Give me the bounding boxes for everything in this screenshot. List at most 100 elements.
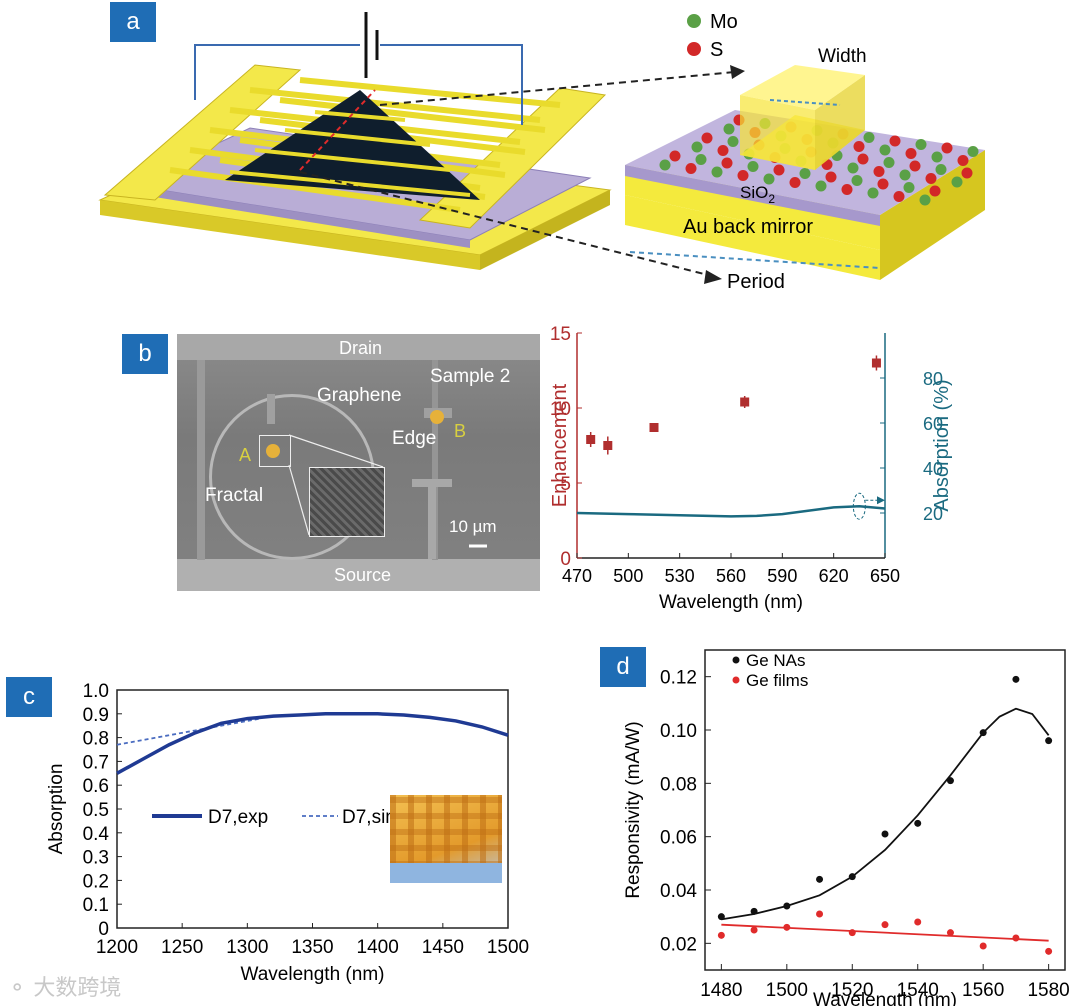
panel-a-illustration: Mo S Width SiO2 Au back mirror Period	[98, 11, 985, 293]
fit-line	[721, 707, 1050, 921]
panel-b-tag: b	[122, 334, 168, 374]
y-tick-label: 0	[98, 919, 109, 940]
atom	[717, 145, 729, 156]
edge-label: Edge	[392, 428, 436, 449]
ge-films-point	[979, 942, 987, 950]
y2-tick-label: 80	[923, 369, 943, 389]
atom	[909, 160, 921, 172]
atom	[815, 180, 827, 192]
y-tick-label: 0.8	[83, 729, 109, 750]
atom	[847, 162, 859, 174]
sem-image: Drain Graphene Sample 2 Edge A B Fractal…	[177, 334, 540, 591]
y2-tick-label: 40	[923, 459, 943, 479]
legend-sim-label: D7,sim	[342, 807, 401, 828]
chart-b: 470 500 530 560 590 620 650 0 5 10 15 20 40 60 80 Wavel…	[549, 324, 953, 613]
atom	[961, 167, 973, 179]
width-label: Width	[818, 46, 867, 67]
point-b-label: B	[454, 421, 466, 441]
atom	[889, 135, 901, 147]
x-axis-label: Wavelength (nm)	[241, 964, 385, 985]
y-tick-label: 0.08	[660, 774, 697, 795]
atom	[905, 148, 917, 159]
legend-films-marker	[732, 676, 740, 684]
legend-s-label: S	[710, 39, 723, 61]
x-tick-label: 1500	[487, 937, 529, 958]
scale-label: 10 µm	[449, 517, 497, 536]
ge-nas-point	[979, 729, 987, 737]
sio2-label: SiO2	[740, 183, 775, 206]
watermark: ⚬ 大数跨境	[8, 976, 122, 1001]
arrow-bottom-icon	[704, 270, 722, 284]
atom	[915, 139, 927, 150]
atom	[857, 153, 869, 165]
atom	[711, 166, 723, 178]
atom	[935, 164, 947, 175]
mos2-flake	[225, 90, 480, 200]
x-tick-label: 1520	[831, 980, 873, 1001]
ge-films-point	[1045, 947, 1053, 955]
source-label: Source	[334, 565, 391, 585]
zoom-box-small	[259, 435, 291, 467]
atom	[701, 132, 713, 144]
ge-films-point	[783, 923, 791, 931]
absorption-line	[576, 504, 886, 518]
sample-label: Sample 2	[430, 366, 510, 387]
chart-d: 1480 1500 1520 1540 1560 1580 0.02 0.04 0.06 0.08…	[623, 649, 1070, 1006]
spot-a-icon	[266, 444, 280, 458]
ge-nas-point	[1012, 675, 1020, 683]
x-axis-label: Wavelength (nm)	[813, 990, 957, 1006]
x-tick-label: 1560	[962, 980, 1004, 1001]
x-tick-label: 1250	[161, 937, 203, 958]
atom	[799, 168, 811, 179]
fit-line	[721, 923, 1049, 942]
y-tick-label: 0.4	[83, 824, 110, 845]
atom	[841, 184, 853, 195]
atom	[879, 144, 891, 156]
y-tick-label: 15	[550, 324, 571, 345]
mo-legend-icon	[687, 14, 701, 28]
ge-nas-point	[816, 875, 824, 883]
device-gold-base-side	[480, 190, 610, 270]
chart-c: 1200 1250 1300 1350 1400 1450 1500 0 0.1 0.20.3 0.…	[46, 681, 529, 985]
x-tick-label: 470	[562, 566, 592, 586]
legend-mo-label: Mo	[710, 11, 738, 33]
atom	[721, 157, 733, 169]
atom	[659, 159, 671, 171]
y-tick-label: 0.02	[660, 934, 697, 955]
atom	[867, 187, 879, 199]
atom	[747, 161, 759, 172]
callout-arrow-head	[877, 496, 885, 505]
s-legend-icon	[687, 42, 701, 56]
ge-nas-point	[881, 830, 889, 838]
y-tick-label: 0.04	[660, 881, 697, 902]
atom	[685, 163, 697, 174]
y-tick-label: 1.0	[83, 681, 109, 702]
enhancement-point	[871, 358, 881, 368]
y-tick-label: 5	[560, 474, 571, 495]
plot-frame	[704, 649, 1066, 971]
fractal-label: Fractal	[205, 485, 263, 506]
x-tick-label: 1400	[357, 937, 399, 958]
atom	[929, 185, 941, 197]
y2-axis-label: Absorption (%)	[931, 379, 953, 511]
atom	[825, 171, 837, 183]
x-tick-label: 620	[819, 566, 849, 586]
metasurface-inset	[390, 795, 502, 883]
legend-exp-label: D7,exp	[208, 807, 268, 828]
ge-nas-point	[946, 777, 954, 785]
spot-b-icon	[430, 410, 444, 424]
x-tick-label: 1300	[226, 937, 268, 958]
panel-a-tag: a	[110, 2, 156, 42]
sim-line	[116, 717, 261, 746]
atom	[899, 169, 911, 181]
ge-nas-point	[914, 819, 922, 827]
ge-nas-point	[750, 907, 758, 915]
y-axis-label: Enhancement	[549, 383, 571, 507]
panel-d-tag: d	[600, 647, 646, 687]
x-tick-label: 560	[716, 566, 746, 586]
atom	[903, 182, 915, 193]
ge-films-point	[848, 929, 856, 937]
y-tick-label: 0.06	[660, 828, 697, 849]
atom	[941, 142, 953, 154]
y-tick-label: 10	[550, 399, 571, 420]
